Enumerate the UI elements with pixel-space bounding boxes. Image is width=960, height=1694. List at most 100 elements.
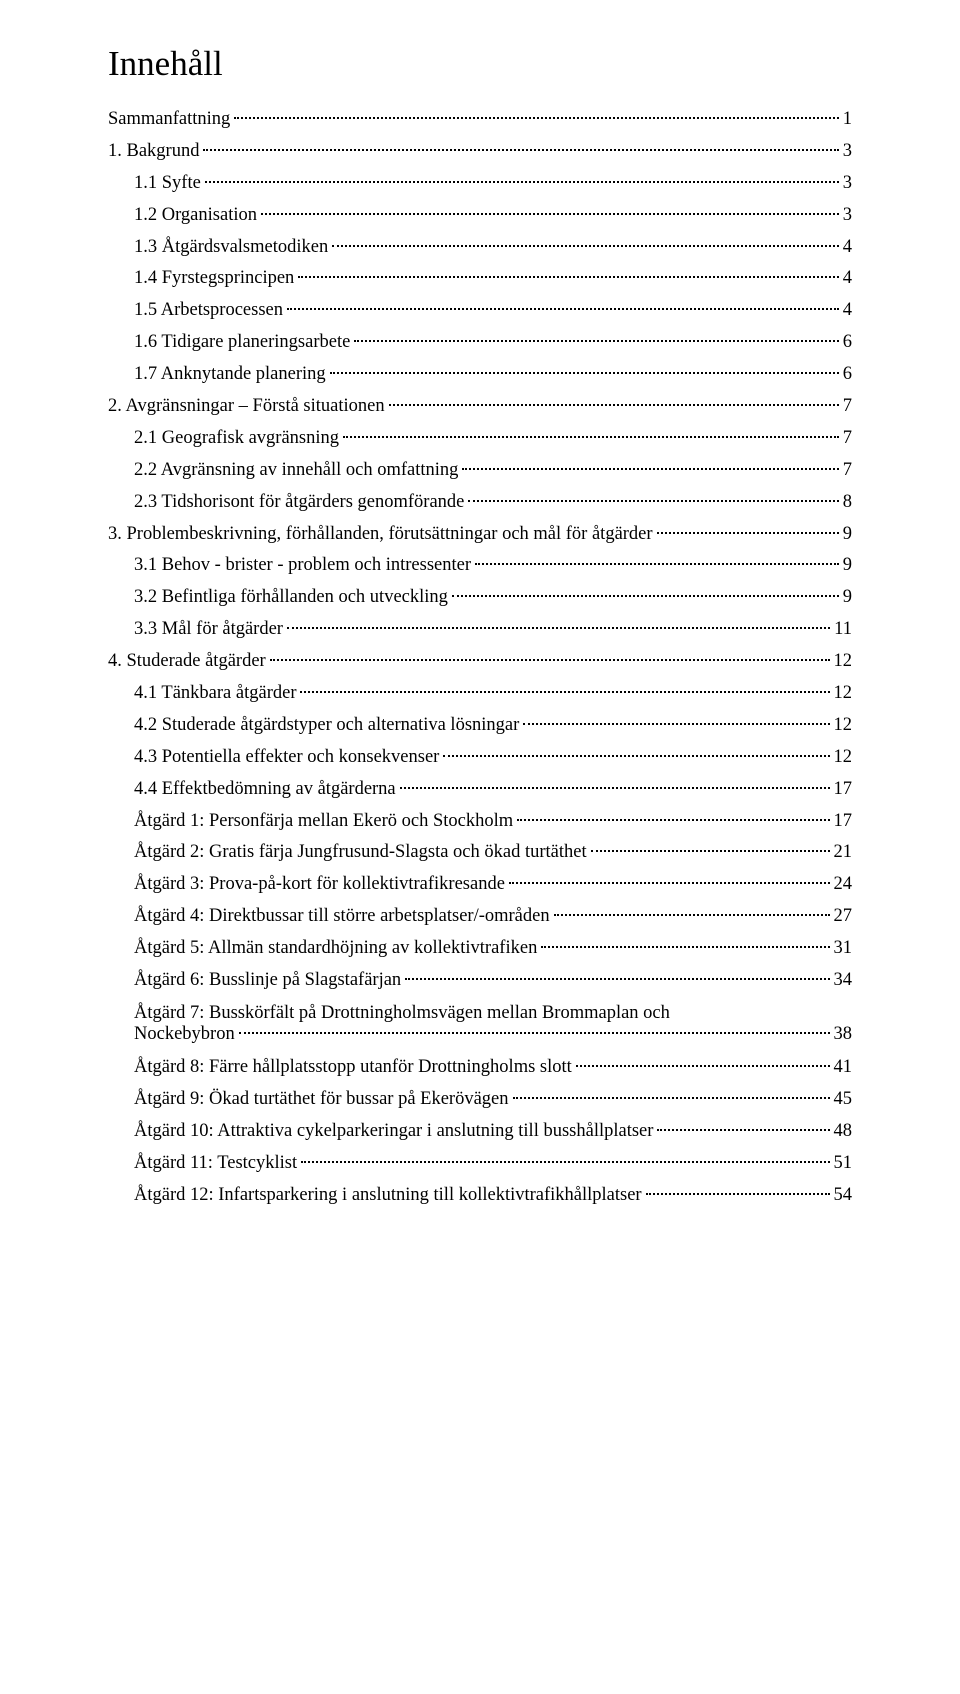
toc-page-number: 3: [843, 206, 852, 225]
toc-label: Åtgärd 8: Färre hållplatsstopp utanför D…: [134, 1058, 572, 1077]
toc-label: Åtgärd 2: Gratis färja Jungfrusund-Slags…: [134, 843, 587, 862]
toc-label: 2.2 Avgränsning av innehåll och omfattni…: [134, 461, 458, 480]
toc-leader: [270, 659, 830, 661]
toc-page-number: 41: [834, 1058, 853, 1077]
toc-page-number: 9: [843, 525, 852, 544]
table-of-contents: Sammanfattning11. Bakgrund31.1 Syfte31.2…: [108, 110, 852, 1204]
toc-label: 1.1 Syfte: [134, 174, 201, 193]
toc-label: 2.3 Tidshorisont för åtgärders genomföra…: [134, 493, 464, 512]
toc-entry: Åtgärd 12: Infartsparkering i anslutning…: [108, 1186, 852, 1205]
toc-page-number: 3: [843, 174, 852, 193]
toc-entry: Åtgärd 6: Busslinje på Slagstafärjan34: [108, 971, 852, 990]
toc-leader: [509, 882, 830, 884]
toc-entry: 1.3 Åtgärdsvalsmetodiken4: [108, 238, 852, 257]
toc-entry: 2.3 Tidshorisont för åtgärders genomföra…: [108, 493, 852, 512]
toc-entry: 2.1 Geografisk avgränsning 7: [108, 429, 852, 448]
toc-entry: 4.2 Studerade åtgärdstyper och alternati…: [108, 716, 852, 735]
toc-leader: [475, 563, 839, 565]
toc-label: 1.6 Tidigare planeringsarbete: [134, 333, 350, 352]
toc-page-number: 31: [834, 939, 853, 958]
toc-label: Åtgärd 6: Busslinje på Slagstafärjan: [134, 971, 401, 990]
toc-page-number: 6: [843, 365, 852, 384]
toc-page-number: 4: [843, 269, 852, 288]
toc-label: Åtgärd 11: Testcyklist: [134, 1154, 297, 1173]
toc-entry: 4.4 Effektbedömning av åtgärderna17: [108, 780, 852, 799]
toc-page-number: 21: [834, 843, 853, 862]
toc-entry: Åtgärd 5: Allmän standardhöjning av koll…: [108, 939, 852, 958]
toc-entry: Åtgärd 2: Gratis färja Jungfrusund-Slags…: [108, 843, 852, 862]
toc-page-number: 12: [834, 684, 853, 703]
toc-leader: [576, 1065, 830, 1067]
toc-entry: Åtgärd 1: Personfärja mellan Ekerö och S…: [108, 812, 852, 831]
toc-leader: [330, 372, 839, 374]
toc-label: 3.2 Befintliga förhållanden och utveckli…: [134, 588, 448, 607]
toc-page-number: 17: [834, 812, 853, 831]
toc-entry: 3.1 Behov - brister - problem och intres…: [108, 556, 852, 575]
toc-leader: [523, 723, 829, 725]
toc-leader: [287, 308, 839, 310]
toc-leader: [287, 627, 830, 629]
toc-page-number: 12: [834, 716, 853, 735]
toc-leader: [517, 819, 829, 821]
toc-label: 1.7 Anknytande planering: [134, 365, 326, 384]
toc-leader: [203, 149, 838, 151]
toc-page-number: 24: [834, 875, 853, 894]
toc-page-number: 45: [834, 1090, 853, 1109]
page: Innehåll Sammanfattning11. Bakgrund31.1 …: [0, 0, 960, 1278]
toc-entry: 3.2 Befintliga förhållanden och utveckli…: [108, 588, 852, 607]
toc-leader: [354, 340, 838, 342]
toc-entry: 4. Studerade åtgärder 12: [108, 652, 852, 671]
toc-page-number: 17: [834, 780, 853, 799]
toc-entry: 1.6 Tidigare planeringsarbete 6: [108, 333, 852, 352]
toc-label: Åtgärd 10: Attraktiva cykelparkeringar i…: [134, 1122, 653, 1141]
toc-page-number: 12: [834, 652, 853, 671]
toc-leader: [657, 1129, 829, 1131]
toc-page-number: 11: [834, 620, 852, 639]
toc-entry: Åtgärd 11: Testcyklist51: [108, 1154, 852, 1173]
toc-leader: [452, 595, 839, 597]
toc-label: 3.3 Mål för åtgärder: [134, 620, 283, 639]
toc-leader: [591, 850, 830, 852]
toc-leader: [513, 1097, 830, 1099]
toc-page-number: 38: [834, 1024, 853, 1045]
toc-entry: 1.7 Anknytande planering 6: [108, 365, 852, 384]
toc-leader: [300, 691, 829, 693]
toc-label: Åtgärd 9: Ökad turtäthet för bussar på E…: [134, 1090, 509, 1109]
toc-leader: [657, 532, 839, 534]
toc-label: 4.3 Potentiella effekter och konsekvense…: [134, 748, 439, 767]
toc-leader: [205, 181, 839, 183]
toc-label: 1. Bakgrund: [108, 142, 199, 161]
toc-entry: 2.2 Avgränsning av innehåll och omfattni…: [108, 461, 852, 480]
toc-label: 1.5 Arbetsprocessen: [134, 301, 283, 320]
toc-leader: [261, 213, 839, 215]
toc-page-number: 3: [843, 142, 852, 161]
toc-label: 4. Studerade åtgärder: [108, 652, 266, 671]
toc-leader: [343, 436, 839, 438]
toc-entry: Åtgärd 7: Busskörfält på Drottningholmsv…: [108, 1003, 852, 1045]
toc-page-number: 7: [843, 429, 852, 448]
toc-leader: [301, 1161, 829, 1163]
toc-label: Nockebybron: [134, 1024, 235, 1045]
toc-leader: [462, 468, 838, 470]
toc-label: Åtgärd 1: Personfärja mellan Ekerö och S…: [134, 812, 513, 831]
toc-label: 4.2 Studerade åtgärdstyper och alternati…: [134, 716, 519, 735]
toc-leader: [443, 755, 829, 757]
toc-page-number: 9: [843, 588, 852, 607]
toc-label: 1.2 Organisation: [134, 206, 257, 225]
toc-label: Åtgärd 7: Busskörfält på Drottningholmsv…: [134, 1003, 852, 1024]
toc-label: Åtgärd 4: Direktbussar till större arbet…: [134, 907, 550, 926]
toc-entry: 4.1 Tänkbara åtgärder12: [108, 684, 852, 703]
toc-entry: 3. Problembeskrivning, förhållanden, för…: [108, 525, 852, 544]
toc-label: 2.1 Geografisk avgränsning: [134, 429, 339, 448]
toc-leader: [234, 117, 838, 119]
toc-page-number: 7: [843, 397, 852, 416]
toc-entry: 3.3 Mål för åtgärder 11: [108, 620, 852, 639]
toc-page-number: 4: [843, 301, 852, 320]
toc-page-number: 6: [843, 333, 852, 352]
toc-label: 3. Problembeskrivning, förhållanden, för…: [108, 525, 653, 544]
toc-label: Åtgärd 5: Allmän standardhöjning av koll…: [134, 939, 537, 958]
toc-page-number: 54: [834, 1186, 853, 1205]
toc-page-number: 48: [834, 1122, 853, 1141]
toc-label: 1.3 Åtgärdsvalsmetodiken: [134, 238, 328, 257]
toc-label: 3.1 Behov - brister - problem och intres…: [134, 556, 471, 575]
